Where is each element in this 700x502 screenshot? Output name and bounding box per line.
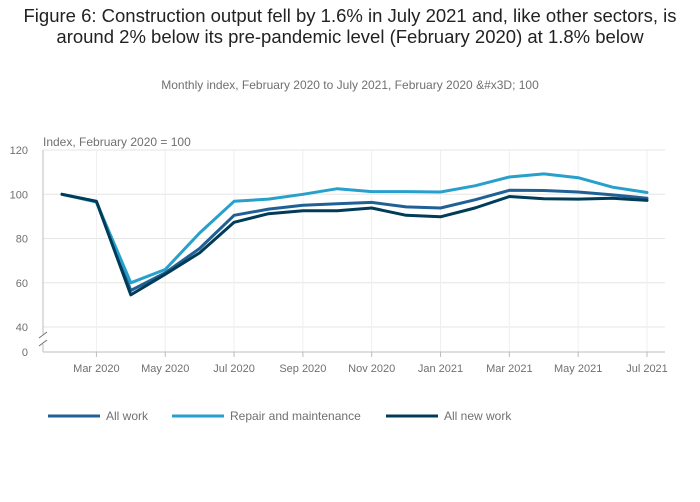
legend-item[interactable]: All new work [386,409,512,423]
y-tick-label: 120 [10,145,28,157]
x-tick-label: Sep 2020 [279,363,326,375]
x-tick-label: Jul 2021 [626,363,668,375]
y-tick-label: 80 [16,234,28,246]
y-axis-break-mark [38,339,48,347]
axes: 40 60 80 100 120 0 Index, February 2020 = 100 M… [10,135,668,375]
x-tick-label: May 2020 [141,363,189,375]
y-tick-label: 60 [16,278,28,290]
y-tick-label: 40 [16,322,28,334]
legend-item[interactable]: Repair and maintenance [172,409,361,423]
series-lines [60,172,649,297]
x-tick-label: Mar 2021 [486,363,532,375]
gridlines [43,149,665,352]
x-tick-label: Jul 2020 [213,363,255,375]
chart-title: Figure 6: Construction output fell by 1.… [23,5,677,47]
series-line-2 [60,192,649,297]
y-axis-break-mark [38,331,48,339]
x-tick-label: Mar 2020 [73,363,119,375]
legend-item[interactable]: All work [48,409,149,423]
x-tick-label: Nov 2020 [348,363,395,375]
series-line-0 [60,188,649,292]
legend[interactable]: All work Repair and maintenance All new wo… [48,409,512,423]
chart-subtitle: Monthly index, February 2020 to July 202… [161,78,539,92]
legend-label: All new work [444,409,512,423]
legend-label: All work [106,409,149,423]
legend-label: Repair and maintenance [230,409,361,423]
series-line-1 [60,172,649,285]
x-tick-label: May 2021 [554,363,602,375]
y-tick-label-zero: 0 [22,347,28,359]
x-tick-label: Jan 2021 [418,363,463,375]
y-axis-title: Index, February 2020 = 100 [43,135,191,149]
y-tick-label: 100 [10,189,28,201]
